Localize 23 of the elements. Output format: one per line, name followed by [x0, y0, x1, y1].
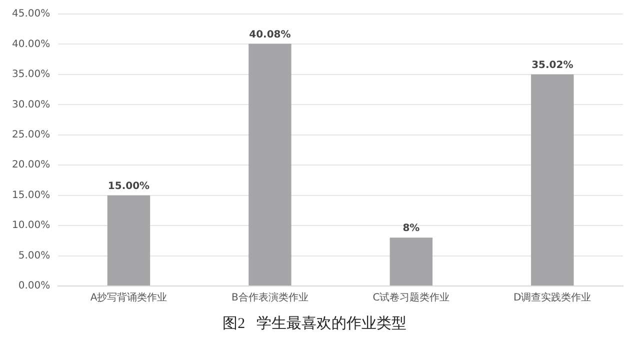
y-tick-label: 5.00%: [18, 250, 50, 262]
y-tick-label: 0.00%: [18, 280, 50, 292]
y-tick-label: 40.00%: [12, 38, 50, 50]
data-label: 40.08%: [249, 29, 291, 40]
bar: [390, 238, 433, 286]
y-tick-label: 35.00%: [12, 69, 50, 80]
y-tick-label: 15.00%: [12, 190, 50, 201]
data-label: 35.02%: [532, 60, 574, 71]
bar: [248, 44, 292, 286]
y-tick-label: 10.00%: [12, 220, 50, 232]
bar: [531, 74, 574, 286]
data-label: 8%: [402, 223, 420, 234]
x-tick-label: C试卷习题类作业: [372, 292, 450, 304]
y-tick-label: 45.00%: [12, 8, 50, 20]
y-tick-label: 25.00%: [12, 129, 50, 140]
y-tick-label: 30.00%: [12, 99, 50, 110]
y-tick-label: 20.00%: [12, 160, 50, 171]
data-label: 15.00%: [108, 180, 150, 192]
x-tick-label: D调查实践类作业: [514, 292, 592, 304]
bar: [107, 195, 150, 286]
text: 图2 学生最喜欢的作业类型: [222, 314, 408, 333]
x-tick-label: A抄写背诵类作业: [90, 292, 168, 304]
x-tick-label: B合作表演类作业: [232, 292, 308, 304]
